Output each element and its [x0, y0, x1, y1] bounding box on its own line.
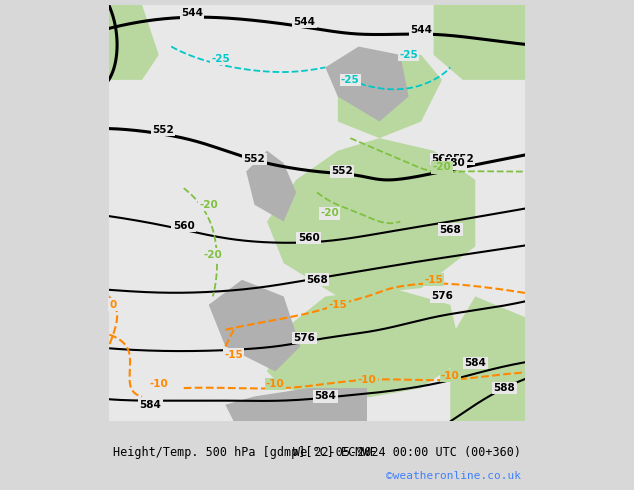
Text: -25: -25	[212, 54, 231, 64]
Polygon shape	[109, 5, 158, 80]
Text: 576: 576	[431, 292, 453, 301]
Text: -15: -15	[328, 300, 347, 310]
Polygon shape	[246, 151, 296, 221]
Text: -20: -20	[432, 162, 451, 172]
Text: 568: 568	[439, 225, 461, 235]
Text: 584: 584	[139, 400, 161, 410]
Polygon shape	[209, 280, 301, 371]
Text: -20: -20	[204, 250, 223, 260]
Text: Height/Temp. 500 hPa [gdmp][°C] ECMWF: Height/Temp. 500 hPa [gdmp][°C] ECMWF	[113, 446, 377, 460]
Text: 560: 560	[431, 154, 453, 164]
Polygon shape	[325, 47, 409, 122]
Text: -20: -20	[320, 208, 339, 218]
Text: -10: -10	[150, 379, 168, 389]
Text: 580: 580	[444, 158, 465, 168]
Text: 560: 560	[298, 233, 320, 243]
Text: -10: -10	[266, 379, 285, 389]
Text: 568: 568	[306, 275, 328, 285]
Text: 588: 588	[493, 383, 515, 393]
Text: 576: 576	[294, 333, 316, 343]
Polygon shape	[434, 5, 525, 80]
Text: -25: -25	[341, 75, 359, 85]
Text: -25: -25	[399, 50, 418, 60]
Text: ©weatheronline.co.uk: ©weatheronline.co.uk	[386, 471, 521, 481]
Text: -20: -20	[199, 200, 218, 210]
Text: 0: 0	[109, 300, 117, 310]
Polygon shape	[450, 296, 525, 421]
Polygon shape	[338, 55, 442, 138]
Text: 544: 544	[294, 17, 316, 26]
Polygon shape	[267, 288, 463, 401]
Text: 544: 544	[410, 25, 432, 35]
Text: 552: 552	[452, 154, 474, 164]
Text: 584: 584	[464, 358, 486, 368]
Text: 584: 584	[314, 392, 336, 401]
Text: 544: 544	[181, 8, 203, 18]
Text: 552: 552	[331, 167, 353, 176]
Text: We 22-05-2024 00:00 UTC (00+360): We 22-05-2024 00:00 UTC (00+360)	[293, 446, 521, 460]
Text: 552: 552	[152, 125, 174, 135]
Text: -15: -15	[224, 350, 243, 360]
Text: 552: 552	[243, 154, 266, 164]
Text: -15: -15	[424, 275, 443, 285]
Polygon shape	[225, 388, 367, 421]
Text: 560: 560	[173, 220, 195, 231]
Text: -10: -10	[358, 375, 377, 385]
Polygon shape	[267, 138, 476, 296]
Text: -10: -10	[441, 370, 460, 381]
